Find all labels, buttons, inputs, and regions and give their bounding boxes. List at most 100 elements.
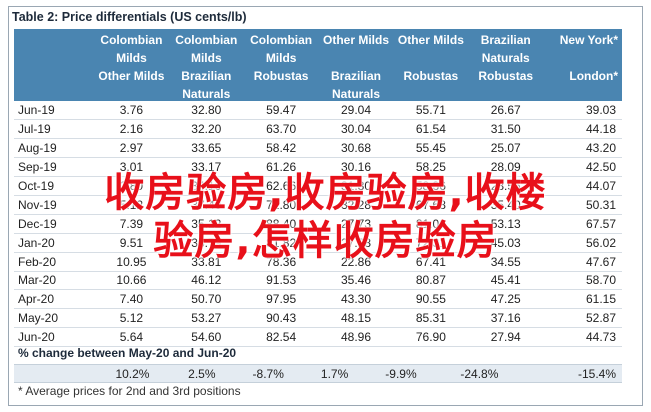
row-value: 31.50 xyxy=(468,119,544,140)
row-value: 58.42 xyxy=(243,138,319,159)
row-value: 2.80 xyxy=(94,176,169,196)
header-cell: New York* London* xyxy=(543,29,622,101)
table-row: Mar-20 10.66 46.12 91.53 35.46 80.87 45.41 58.7… xyxy=(14,271,622,291)
row-value: 81.82 xyxy=(243,233,319,253)
pct-value: -9.9% xyxy=(365,364,437,383)
row-value: 43.20 xyxy=(543,138,622,159)
footnote: * Average prices for 2nd and 3rd positio… xyxy=(18,384,241,398)
row-value: 5.12 xyxy=(94,195,169,215)
row-value: 42.50 xyxy=(543,157,622,178)
row-value: 37.40 xyxy=(168,195,244,215)
row-value: 50.70 xyxy=(168,289,244,310)
table-row: Aug-19 2.97 33.65 58.42 30.68 55.45 25.07 43.20 xyxy=(14,138,622,159)
table-row: Jan-20 9.51 36.79 81.82 27.28 72.31 45.03 56.02 xyxy=(14,233,622,253)
row-value: 81.01 xyxy=(393,214,469,234)
row-month: Sep-19 xyxy=(14,157,94,178)
row-month: Jun-20 xyxy=(14,327,94,348)
table-row: Jun-20 5.64 54.60 82.54 48.96 76.90 27.94 44.73 xyxy=(14,327,622,348)
pct-spacer xyxy=(14,364,94,383)
row-value: 27.94 xyxy=(468,327,544,348)
header-line: Other Milds xyxy=(323,33,390,47)
header-line: Robustas xyxy=(478,69,534,83)
row-value: 27.28 xyxy=(318,233,394,253)
header-line: Colombian xyxy=(175,33,238,47)
row-value: 31.30 xyxy=(318,176,394,196)
row-value: 62.66 xyxy=(243,176,319,196)
header-cell: Colombian Milds Brazilian Naturals xyxy=(169,29,244,101)
row-value: 3.76 xyxy=(94,101,169,121)
row-value: 47.67 xyxy=(543,252,622,272)
header-line: Milds xyxy=(190,51,222,65)
row-value: 90.55 xyxy=(393,289,469,310)
row-value: 32.28 xyxy=(318,195,394,215)
row-value: 55.45 xyxy=(393,138,469,159)
row-value: 46.12 xyxy=(168,271,244,291)
row-value: 61.54 xyxy=(393,119,469,140)
header-cell: Colombian Milds Robustas xyxy=(244,29,319,101)
header-line: London* xyxy=(569,69,619,83)
row-value: 3.01 xyxy=(94,157,169,178)
row-value: 33.17 xyxy=(168,157,244,178)
header-line: Naturals xyxy=(331,87,381,101)
header-line: Brazilian xyxy=(181,69,232,83)
row-value: 85.31 xyxy=(393,308,469,329)
row-value: 56.02 xyxy=(543,233,622,253)
row-value: 52.87 xyxy=(543,308,622,329)
row-month: Mar-20 xyxy=(14,271,94,291)
row-value: 43.30 xyxy=(318,289,394,310)
header-line: Colombian xyxy=(250,33,313,47)
row-value: 90.43 xyxy=(243,308,319,329)
table-row: Feb-20 10.95 33.81 78.36 22.86 67.41 34.55 47.6… xyxy=(14,252,622,272)
row-value: 33.81 xyxy=(168,252,244,272)
header-line: New York* xyxy=(559,33,619,47)
row-value: 76.90 xyxy=(393,327,469,348)
header-line: Naturals xyxy=(481,51,530,65)
row-value: 7.39 xyxy=(94,214,169,234)
row-value: 53.13 xyxy=(468,214,544,234)
row-value: 35.40 xyxy=(468,195,544,215)
row-month: Aug-19 xyxy=(14,138,94,159)
row-month: Apr-20 xyxy=(14,289,94,310)
row-value: 50.31 xyxy=(543,195,622,215)
table-row: Dec-19 7.39 35.12 88.40 27.73 81.01 53.13 67.57 xyxy=(14,214,622,234)
header-line: Robustas xyxy=(403,69,459,83)
row-value: 67.57 xyxy=(543,214,622,234)
table-row: Jun-19 3.76 32.80 59.47 29.04 55.71 26.67 39.03 xyxy=(14,101,622,121)
row-value: 29.04 xyxy=(318,101,394,121)
row-month: Oct-19 xyxy=(14,176,94,196)
row-value: 82.54 xyxy=(243,327,319,348)
row-value: 22.86 xyxy=(318,252,394,272)
pct-value: 1.7% xyxy=(303,364,366,383)
row-value: 80.87 xyxy=(393,271,469,291)
row-value: 2.16 xyxy=(94,119,169,140)
row-value: 91.53 xyxy=(243,271,319,291)
row-value: 61.26 xyxy=(243,157,319,178)
header-line: Other Milds xyxy=(98,69,165,83)
row-value: 33.65 xyxy=(168,138,244,159)
row-value: 35.12 xyxy=(168,214,244,234)
row-month: May-20 xyxy=(14,308,94,329)
row-value: 53.27 xyxy=(168,308,244,329)
row-value: 30.04 xyxy=(318,119,394,140)
row-value: 32.80 xyxy=(168,101,244,121)
table-row: Apr-20 7.40 50.70 97.95 43.30 90.55 47.25 61.15 xyxy=(14,289,622,310)
row-value: 58.25 xyxy=(393,157,469,178)
row-value: 97.95 xyxy=(243,289,319,310)
row-value: 54.60 xyxy=(168,327,244,348)
row-value: 47.25 xyxy=(468,289,544,310)
header-line: Other Milds xyxy=(397,33,464,47)
row-value: 26.67 xyxy=(468,101,544,121)
row-value: 72.31 xyxy=(393,233,469,253)
table-row: Jul-19 2.16 32.20 63.70 30.04 61.54 31.50 44.18 xyxy=(14,119,622,140)
row-value: 44.73 xyxy=(543,327,622,348)
header-cell: Brazilian Naturals Robustas xyxy=(468,29,543,101)
row-value: 45.03 xyxy=(468,233,544,253)
row-value: 10.66 xyxy=(94,271,169,291)
row-value: 67.41 xyxy=(393,252,469,272)
row-value: 48.15 xyxy=(318,308,394,329)
row-value: 59.47 xyxy=(243,101,319,121)
row-value: 63.70 xyxy=(243,119,319,140)
pct-value: -15.4% xyxy=(522,364,622,383)
row-value: 78.36 xyxy=(243,252,319,272)
row-value: 58.70 xyxy=(543,271,622,291)
